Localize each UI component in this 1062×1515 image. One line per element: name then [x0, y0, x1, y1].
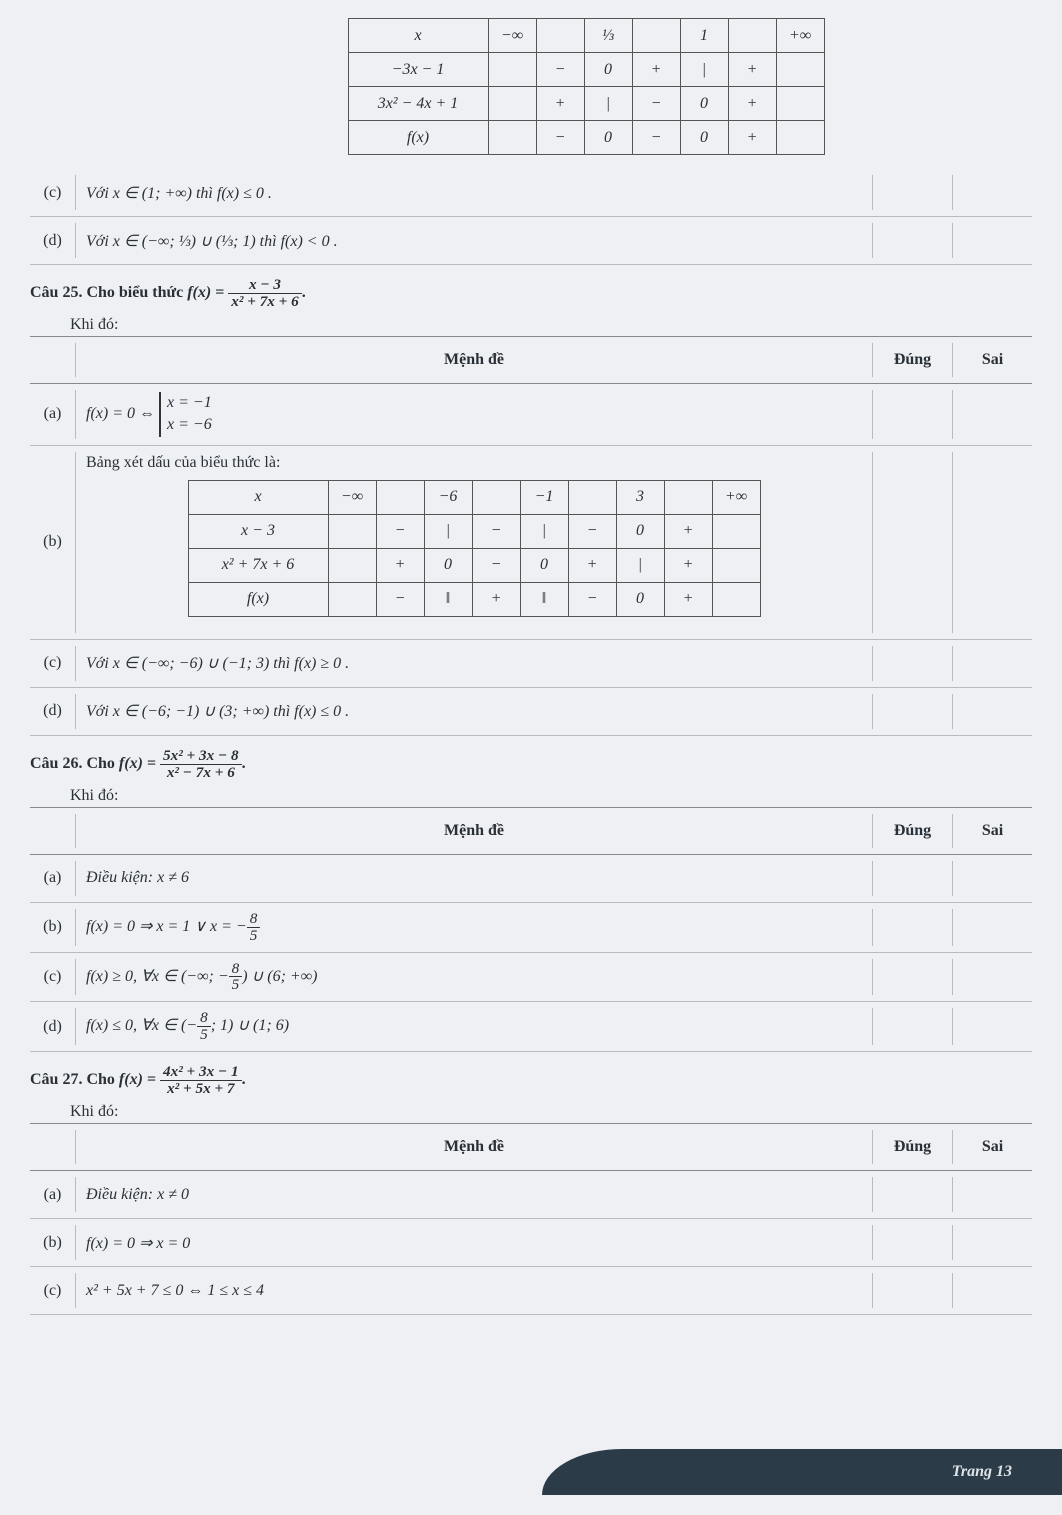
q25-sign-table: x −∞ −6 −1 3 +∞ x − 3 − | −	[188, 480, 761, 617]
q26-title: Câu 26. Cho f(x) = 5x² + 3x − 8 x² − 7x …	[30, 748, 1032, 781]
q24-row-c: (c) Với x ∈ (1; +∞) thì f(x) ≤ 0 .	[30, 169, 1032, 217]
q25-row-c: (c) Với x ∈ (−∞; −6) ∪ (−1; 3) thì f(x) …	[30, 640, 1032, 688]
q24-d-stmt: Với x ∈ (−∞; ⅓) ∪ (⅓; 1) thì f(x) < 0 .	[76, 229, 872, 253]
q25-khi: Khi đó:	[70, 316, 1032, 334]
q24-st-x: x	[348, 19, 488, 53]
q24-c-stmt: Với x ∈ (1; +∞) thì f(x) ≤ 0 .	[76, 181, 872, 205]
q27-row-a: (a) Điều kiện: x ≠ 0	[30, 1171, 1032, 1219]
page-footer: Trang 13	[542, 1449, 1062, 1495]
q24-c-label: (c)	[30, 175, 76, 210]
q26-row-a: (a) Điều kiện: x ≠ 6	[30, 855, 1032, 903]
q26-header: Mệnh đề Đúng Sai	[30, 807, 1032, 855]
q26-row-b: (b) f(x) = 0 ⇒ x = 1 ∨ x = −85	[30, 903, 1032, 953]
q27-title: Câu 27. Cho f(x) = 4x² + 3x − 1 x² + 5x …	[30, 1064, 1032, 1097]
q27-row-c: (c) x² + 5x + 7 ≤ 0 ⇔ 1 ≤ x ≤ 4	[30, 1267, 1032, 1315]
q24-sign-table: x −∞ ⅓ 1 +∞ −3x − 1 − 0 + | + 3x² − 4x	[348, 18, 825, 155]
q25-title: Câu 25. Cho biểu thức f(x) = x − 3 x² + …	[30, 277, 1032, 310]
q27-row-b: (b) f(x) = 0 ⇒ x = 0	[30, 1219, 1032, 1267]
q27-header: Mệnh đề Đúng Sai	[30, 1123, 1032, 1171]
q26-khi: Khi đó:	[70, 787, 1032, 805]
q24-d-label: (d)	[30, 223, 76, 258]
q24-row-d: (d) Với x ∈ (−∞; ⅓) ∪ (⅓; 1) thì f(x) < …	[30, 217, 1032, 265]
q26-row-d: (d) f(x) ≤ 0, ∀x ∈ (−85; 1) ∪ (1; 6)	[30, 1002, 1032, 1052]
q25-row-a: (a) f(x) = 0 ⇔ x = −1 x = −6	[30, 384, 1032, 446]
q25-row-b: (b) Bảng xét dấu của biểu thức là: x −∞ …	[30, 446, 1032, 640]
q25-b-intro: Bảng xét dấu của biểu thức là:	[86, 454, 862, 472]
q25-header: Mệnh đề Đúng Sai	[30, 336, 1032, 384]
page-number: Trang 13	[952, 1463, 1012, 1481]
q27-khi: Khi đó:	[70, 1103, 1032, 1121]
q25-row-d: (d) Với x ∈ (−6; −1) ∪ (3; +∞) thì f(x) …	[30, 688, 1032, 736]
q26-row-c: (c) f(x) ≥ 0, ∀x ∈ (−∞; −85) ∪ (6; +∞)	[30, 953, 1032, 1003]
